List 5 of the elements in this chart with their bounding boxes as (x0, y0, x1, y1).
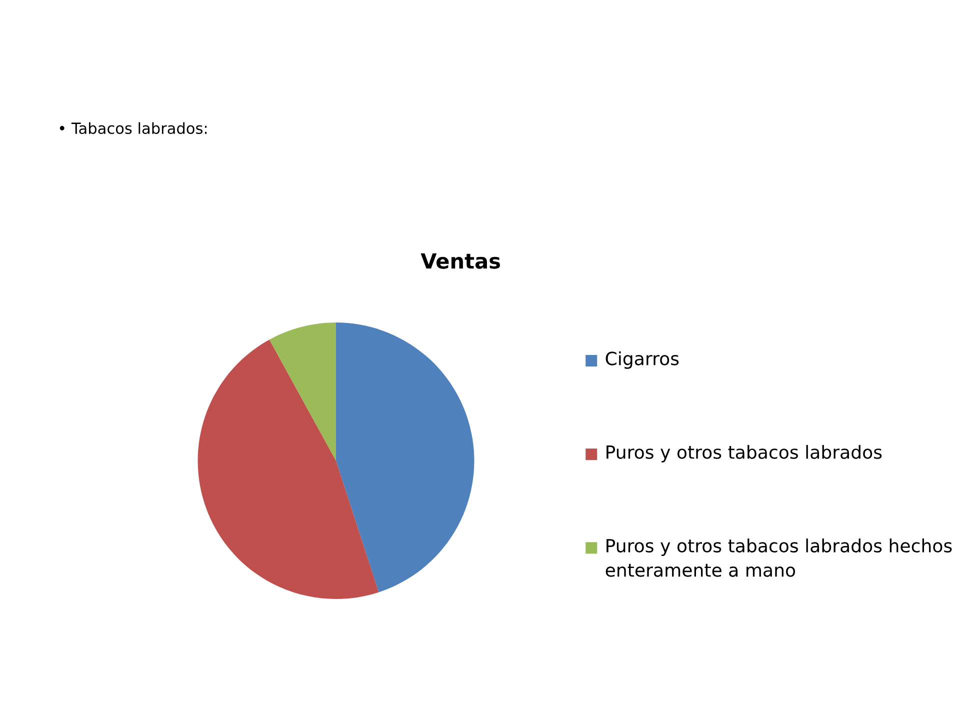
legend-label: Puros y otros tabacos labrados hechos enteramente a mano (606, 538, 952, 577)
chart-title: Ventas (420, 253, 500, 269)
text: • Tabacos labrados: (60, 122, 207, 134)
legend-label: Puros y otros tabacos labrados (606, 444, 882, 462)
legend-label: Cigarros (606, 351, 679, 369)
